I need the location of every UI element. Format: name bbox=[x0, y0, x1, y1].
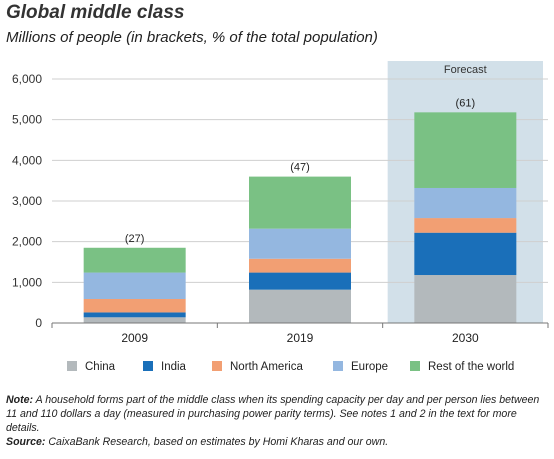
legend-label: Europe bbox=[351, 361, 388, 373]
y-tick-label: 2,000 bbox=[12, 235, 42, 249]
bar-segment bbox=[414, 232, 517, 276]
legend-label: Rest of the world bbox=[428, 361, 514, 373]
y-tick-label: 5,000 bbox=[12, 113, 42, 127]
bar-segment bbox=[249, 272, 351, 290]
bar-segment bbox=[249, 228, 351, 259]
bar-segment bbox=[249, 176, 351, 229]
bar-segment bbox=[414, 187, 517, 219]
stacked-bar-chart: Forecast 0 1,000 2,000 3,000 4,000 5,000 6,000 (… bbox=[12, 61, 549, 373]
chart-source: Source: CaixaBank Research, based on est… bbox=[6, 435, 551, 449]
bar-segment bbox=[83, 317, 186, 323]
x-tick-label: 2009 bbox=[121, 331, 148, 345]
bar-value-label: (27) bbox=[125, 233, 145, 245]
chart-subtitle: Millions of people (in brackets, % of th… bbox=[6, 29, 378, 46]
note-text: A household forms part of the middle cla… bbox=[6, 394, 540, 434]
chart-note: Note: A household forms part of the midd… bbox=[6, 393, 551, 435]
bar-segment bbox=[83, 247, 186, 273]
bar-segment bbox=[83, 312, 186, 318]
bar-segment bbox=[83, 272, 186, 300]
legend-label: China bbox=[85, 361, 116, 373]
y-tick-label: 0 bbox=[35, 316, 42, 330]
bar-segment bbox=[414, 275, 517, 323]
legend-label: North America bbox=[230, 361, 303, 373]
y-tick-label: 4,000 bbox=[12, 153, 42, 167]
forecast-label: Forecast bbox=[444, 64, 487, 76]
source-text: CaixaBank Research, based on estimates b… bbox=[45, 436, 389, 448]
y-tick-label: 6,000 bbox=[12, 72, 42, 86]
legend-swatch bbox=[333, 361, 343, 371]
bar-segment bbox=[414, 218, 517, 233]
legend-label: India bbox=[161, 361, 187, 373]
x-tick-label: 2019 bbox=[287, 331, 314, 345]
note-label: Note: bbox=[6, 394, 34, 406]
bar-value-label: (47) bbox=[290, 162, 310, 174]
bar-value-label: (61) bbox=[456, 97, 476, 109]
legend-swatch bbox=[143, 361, 153, 371]
bar-segment bbox=[414, 112, 517, 188]
legend-swatch bbox=[67, 361, 77, 371]
bar-segment bbox=[249, 289, 351, 323]
y-tick-label: 3,000 bbox=[12, 194, 42, 208]
legend-swatch bbox=[410, 361, 420, 371]
bar-segment bbox=[249, 258, 351, 273]
y-tick-label: 1,000 bbox=[12, 275, 42, 289]
bar-segment bbox=[83, 299, 186, 313]
chart-title: Global middle class bbox=[6, 2, 185, 23]
source-label: Source: bbox=[6, 436, 46, 448]
x-tick-label: 2030 bbox=[452, 331, 479, 345]
legend-swatch bbox=[212, 361, 222, 371]
